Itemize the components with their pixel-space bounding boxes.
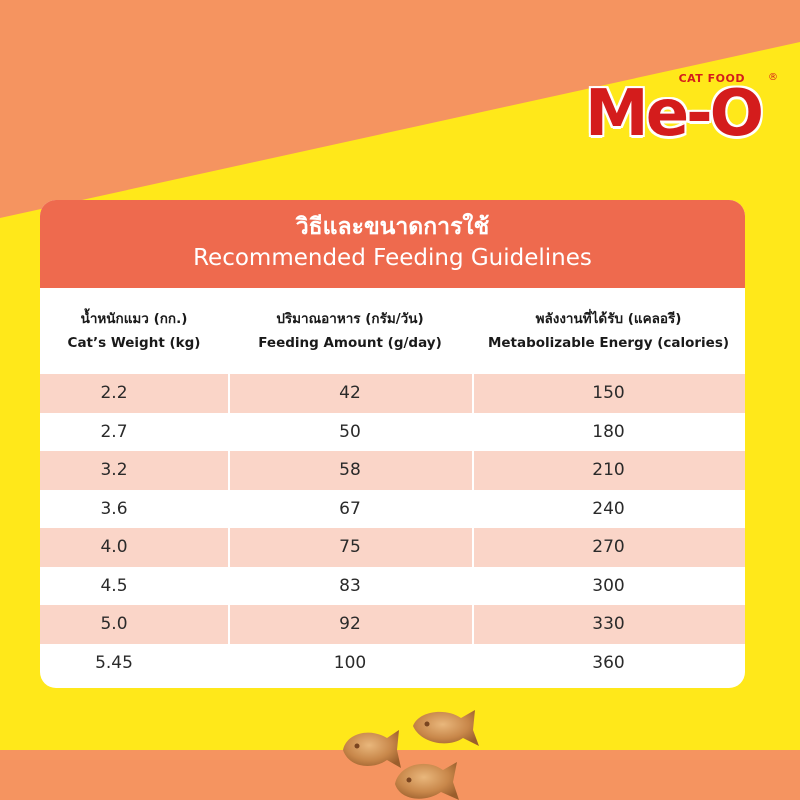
column-header-amount-english: Feeding Amount (g/day) [258, 335, 442, 351]
energy-cell: 360 [592, 652, 625, 673]
column-header-amount: ปริมาณอาหาร (กรัม/วัน) Feeding Amount (g… [228, 307, 472, 355]
card-title-english: Recommended Feeding Guidelines [193, 245, 592, 271]
registered-mark: ® [768, 72, 778, 83]
table-row: 4.5 83 300 [40, 567, 745, 606]
amount-cell: 67 [339, 498, 361, 519]
column-header-energy-english: Metabolizable Energy (calories) [487, 335, 730, 351]
feeding-guidelines-card: วิธีและขนาดการใช้ Recommended Feeding Gu… [40, 200, 745, 688]
energy-cell: 210 [592, 460, 625, 481]
kibble-piece-fish-icon [395, 762, 459, 800]
amount-cell: 83 [339, 575, 361, 596]
kibble-image [343, 710, 479, 800]
amount-cell: 75 [339, 537, 361, 558]
weight-cell: 5.0 [100, 614, 128, 635]
amount-cell: 42 [339, 383, 361, 404]
column-header-weight: น้ำหนักแมว (กก.) Cat’s Weight (kg) [40, 307, 228, 355]
weight-cell: 2.2 [100, 383, 128, 404]
table-row: 2.7 50 180 [40, 413, 745, 452]
table-row: 2.2 42 150 [40, 374, 745, 413]
amount-cell: 100 [333, 652, 367, 673]
weight-cell: 3.6 [100, 498, 128, 519]
card-header: วิธีและขนาดการใช้ Recommended Feeding Gu… [40, 200, 745, 288]
column-divider [472, 374, 474, 682]
energy-cell: 300 [592, 575, 625, 596]
kibble-piece-fish-icon [413, 710, 479, 746]
weight-cell: 4.5 [100, 575, 128, 596]
energy-cell: 270 [592, 537, 625, 558]
column-header-weight-thai: น้ำหนักแมว (กก.) [80, 311, 188, 327]
energy-cell: 150 [592, 383, 625, 404]
table-row: 5.45 100 360 [40, 644, 745, 683]
brand-name: Me-O [585, 77, 764, 151]
table-row: 5.0 92 330 [40, 605, 745, 644]
column-divider [228, 374, 230, 682]
energy-cell: 330 [592, 614, 625, 635]
column-header-amount-thai: ปริมาณอาหาร (กรัม/วัน) [276, 311, 424, 327]
table-row: 3.6 67 240 [40, 490, 745, 529]
kibble-piece-fish-icon [343, 730, 401, 768]
column-header-energy: พลังงานที่ได้รับ (แคลอรี) Metabolizable … [472, 307, 745, 355]
energy-cell: 240 [592, 498, 625, 519]
amount-cell: 50 [339, 421, 361, 442]
column-header-weight-english: Cat’s Weight (kg) [67, 335, 201, 351]
amount-cell: 58 [339, 460, 361, 481]
column-header-energy-thai: พลังงานที่ได้รับ (แคลอรี) [535, 311, 682, 327]
brand-tagline: CAT FOOD [678, 72, 745, 85]
table-row: 4.0 75 270 [40, 528, 745, 567]
energy-cell: 180 [592, 421, 625, 442]
weight-cell: 5.45 [95, 652, 133, 673]
weight-cell: 3.2 [100, 460, 128, 481]
weight-cell: 4.0 [100, 537, 128, 558]
weight-cell: 2.7 [100, 421, 128, 442]
table-body: 2.2 42 150 2.7 50 180 3.2 58 210 3.6 67 … [40, 374, 745, 682]
amount-cell: 92 [339, 614, 361, 635]
column-headers: น้ำหนักแมว (กก.) Cat’s Weight (kg) ปริมา… [40, 288, 745, 374]
brand-logo: CAT FOOD ® Me-O [585, 72, 780, 152]
table-row: 3.2 58 210 [40, 451, 745, 490]
card-title-thai: วิธีและขนาดการใช้ [295, 214, 490, 240]
